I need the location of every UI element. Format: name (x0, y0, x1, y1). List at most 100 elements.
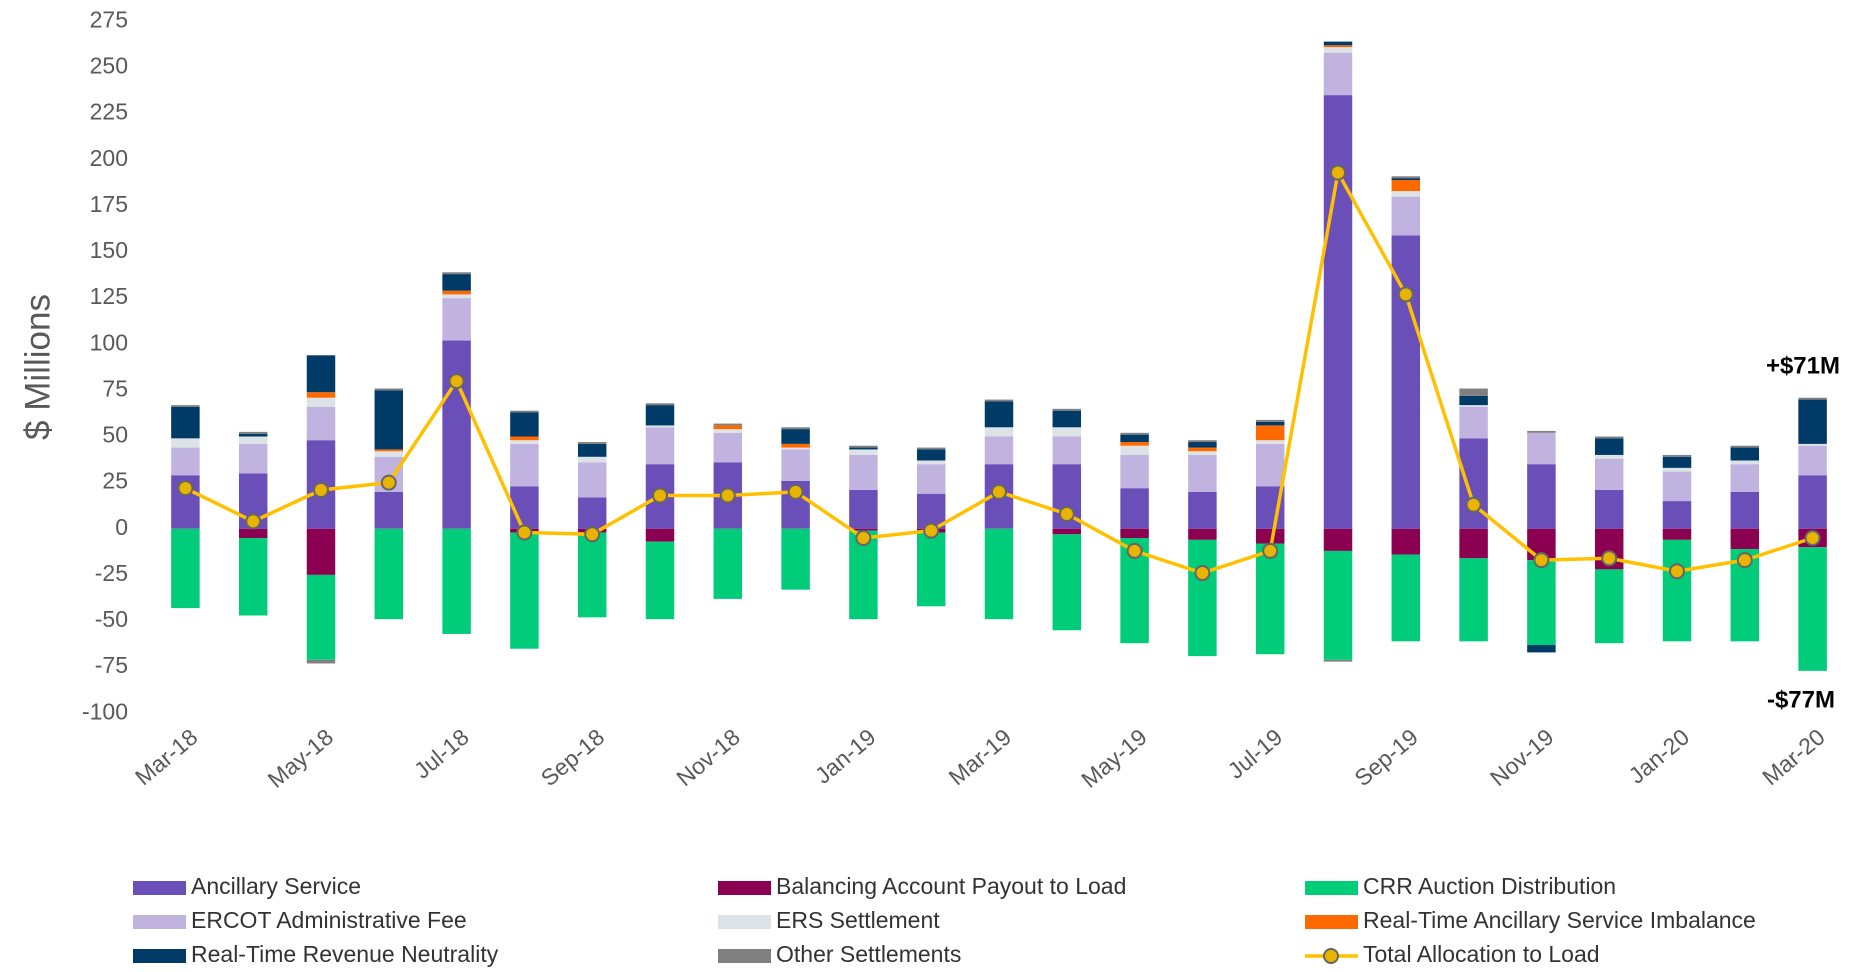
total-marker (1058, 506, 1075, 523)
x-tick-label: Jul-19 (1223, 724, 1288, 784)
bar-segment (1459, 406, 1488, 439)
legend-swatch (133, 915, 186, 929)
bar-segment (1730, 460, 1760, 465)
bar-segment (510, 443, 539, 487)
bar-segment (1730, 464, 1760, 492)
bar-segment (306, 574, 336, 660)
bar-segment (1052, 534, 1082, 631)
legend-swatch (1305, 881, 1358, 895)
total-marker (1397, 286, 1414, 303)
bar-segment (374, 528, 404, 620)
total-marker (448, 373, 465, 390)
x-tick-label: Mar-18 (130, 724, 203, 791)
y-tick-label: 225 (90, 99, 128, 125)
legend-swatch (1323, 948, 1339, 964)
bar-segment (1662, 456, 1692, 468)
bar-segment (1391, 235, 1421, 529)
bar-segment (781, 449, 810, 481)
total-marker (177, 480, 194, 497)
bar-segment (374, 491, 404, 529)
total-marker (516, 524, 533, 541)
bar-segment (849, 447, 878, 450)
bar-segment (171, 406, 200, 439)
total-marker (1736, 552, 1753, 569)
bar-segment (510, 440, 539, 444)
bar-segment (577, 462, 607, 498)
bar-segment (171, 528, 200, 609)
bar-segment (713, 429, 743, 433)
y-tick-label: 75 (102, 375, 128, 401)
total-marker (1465, 496, 1482, 513)
bar-segment (1188, 528, 1217, 540)
bar-segment (645, 403, 675, 406)
bar-segment (1527, 645, 1556, 653)
bar-segment (1188, 539, 1217, 657)
legend-label: Other Settlements (776, 941, 961, 967)
bar-segment (1255, 419, 1285, 422)
bar-segment (510, 410, 539, 413)
bar-segment (713, 528, 743, 599)
bar-segment (984, 399, 1014, 402)
bar-segment (1798, 399, 1827, 444)
bar-segment (916, 532, 946, 607)
bar-segment (577, 442, 607, 444)
bar-segment (1391, 176, 1421, 179)
legend-label: Real-Time Ancillary Service Imbalance (1363, 907, 1756, 933)
bar-segment (171, 405, 200, 407)
bar-segment (645, 427, 675, 465)
y-tick-label: -100 (82, 698, 128, 724)
bar-segment (645, 405, 675, 426)
total-marker (584, 526, 601, 543)
bar-segment (849, 528, 878, 531)
bar-segment (984, 427, 1014, 437)
bar-segment (1798, 475, 1827, 529)
bar-segment (1323, 45, 1353, 48)
bar-segment (713, 423, 743, 426)
total-marker (1804, 529, 1821, 546)
bar-segment (1594, 458, 1624, 491)
x-tick-label: Nov-19 (1485, 724, 1559, 792)
bar-segment (781, 429, 810, 444)
bar-segment (1459, 558, 1488, 642)
y-tick-label: -75 (95, 652, 128, 678)
bar-segment (1188, 442, 1217, 448)
bar-segment (1459, 388, 1488, 396)
bar-segment (1120, 528, 1149, 538)
bar-segment (1391, 191, 1421, 197)
bar-segment (442, 294, 471, 299)
bar-segment (442, 528, 471, 634)
legend-label: Ancillary Service (191, 873, 361, 899)
bar-segment (1052, 436, 1082, 465)
bar-segment (306, 355, 336, 393)
bar-segment (1323, 659, 1353, 662)
bar-segment (1798, 443, 1827, 446)
bar-segment (1120, 442, 1149, 446)
y-tick-label: -50 (95, 606, 128, 632)
bar-segment (1459, 395, 1488, 406)
total-marker (1194, 565, 1211, 582)
bar-segment (306, 397, 336, 407)
total-marker (991, 483, 1007, 500)
bar-segment (238, 443, 268, 474)
bar-segment (1188, 440, 1217, 443)
bar-segment (374, 390, 404, 450)
bar-segment (1188, 447, 1217, 452)
bar-segment (1255, 443, 1285, 487)
bar-segment (1798, 445, 1827, 476)
total-marker (313, 482, 329, 499)
bar-segment (1391, 528, 1421, 555)
total-marker (855, 529, 872, 546)
total-marker (652, 487, 668, 504)
bar-segment (1662, 501, 1692, 529)
bar-segment (1594, 436, 1624, 439)
x-tick-label: May-19 (1076, 724, 1151, 793)
y-tick-label: 25 (102, 468, 128, 494)
y-tick-label: 100 (90, 329, 128, 355)
bar-segment (1188, 491, 1217, 529)
bar-segment (442, 298, 471, 341)
total-marker (787, 483, 804, 500)
bar-segment (1798, 547, 1827, 671)
x-tick-label: Mar-19 (944, 724, 1017, 791)
x-tick-label: Nov-18 (671, 724, 745, 792)
bar-segment (171, 447, 200, 476)
